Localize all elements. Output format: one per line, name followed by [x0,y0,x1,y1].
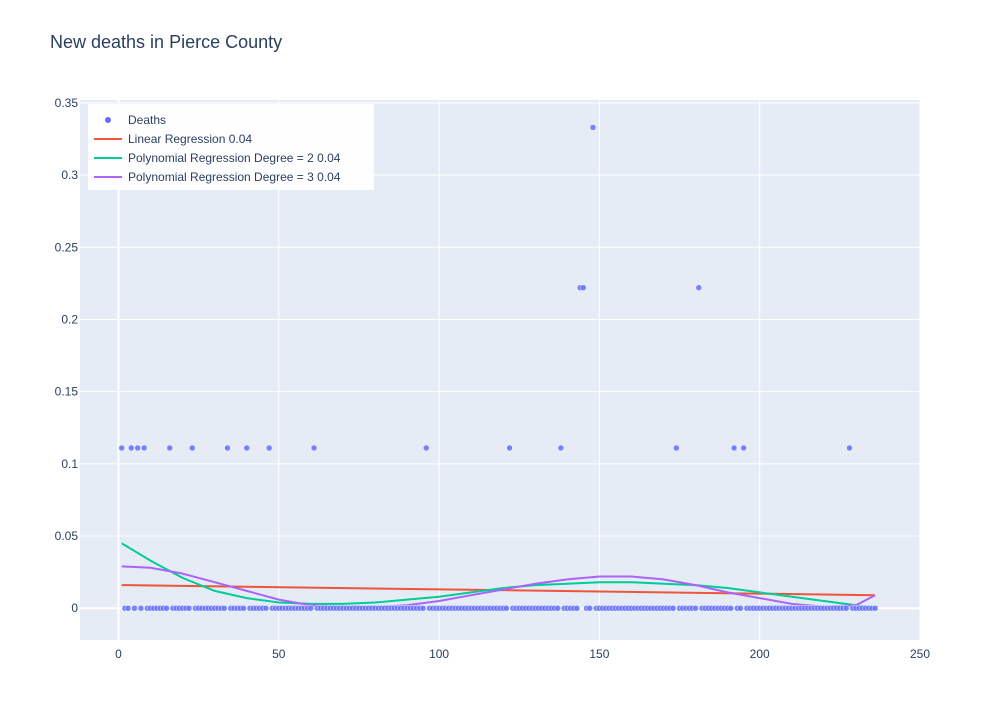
data-point [140,444,148,452]
legend: Deaths Linear Regression 0.04 Polynomial R… [88,104,374,190]
data-point [730,444,738,452]
data-point [265,444,273,452]
x-tick-label: 200 [750,647,770,661]
data-point [843,604,850,612]
data-point [134,444,141,452]
deaths-markers [118,124,879,612]
data-point [557,444,565,452]
legend-label: Linear Regression 0.04 [128,132,252,146]
data-point [310,444,318,452]
legend-box [88,104,374,190]
data-point [221,604,228,612]
data-point [871,604,879,612]
data-point [243,444,250,452]
x-tick-label: 100 [429,647,449,661]
data-point [163,604,170,612]
data-point [188,444,196,452]
series-line [121,565,876,608]
data-point [554,604,561,612]
data-point [423,444,430,452]
y-tick-label: 0.05 [55,529,79,543]
data-point [262,604,270,612]
y-tick-label: 0.35 [55,96,79,110]
x-tick-label: 50 [272,647,286,661]
data-point [673,444,680,452]
data-point [307,604,315,612]
y-tick-label: 0 [71,601,78,615]
data-point [118,444,125,452]
data-point [737,604,744,612]
data-point [224,444,231,452]
data-point [503,604,510,612]
data-point [740,444,747,452]
data-point [506,444,513,452]
data-point [669,604,677,612]
legend-label: Polynomial Regression Degree = 3 0.04 [128,170,341,184]
data-point [695,284,703,291]
data-point [131,604,138,612]
chart-title: New deaths in Pierce County [50,32,283,52]
data-point [586,604,594,612]
data-point [692,604,699,612]
data-point [573,604,581,612]
data-point [846,444,853,452]
data-point [419,604,427,612]
y-tick-label: 0.25 [55,240,79,254]
data-point [727,604,735,612]
data-point [128,444,135,452]
x-tick-label: 0 [115,647,122,661]
y-tick-label: 0.1 [61,457,78,471]
y-tick-label: 0.2 [61,312,78,326]
x-tick-label: 150 [589,647,609,661]
legend-label: Deaths [128,113,166,127]
legend-marker [105,117,111,123]
x-tick-label: 250 [910,647,930,661]
y-tick-label: 0.3 [61,168,78,182]
data-point [580,284,587,291]
data-point [166,444,174,452]
legend-label: Polynomial Regression Degree = 2 0.04 [128,151,341,165]
series-line [121,542,876,610]
data-point [124,604,132,612]
data-point [589,124,597,131]
y-tick-label: 0.15 [55,385,79,399]
data-point [137,604,145,612]
data-point [185,604,193,612]
data-point [240,604,247,612]
